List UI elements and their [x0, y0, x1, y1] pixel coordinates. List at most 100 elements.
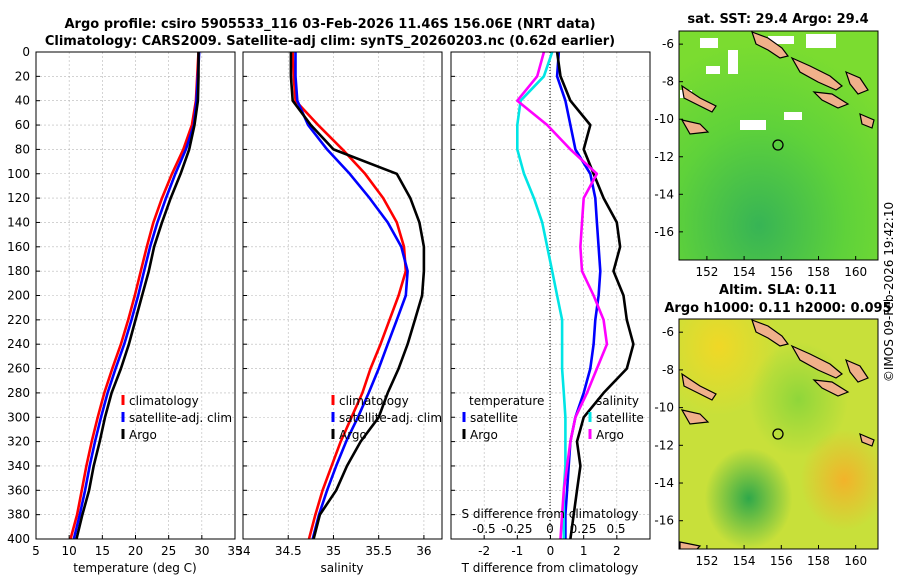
x-tick-label: 35	[227, 544, 242, 558]
imos-credit: ©IMOS 09-Feb-2026 19:42:10	[882, 202, 896, 382]
legend-temperature-header: temperature	[469, 394, 544, 408]
legend-label-climatology: climatology	[339, 394, 409, 408]
sla-map-title-2: Argo h1000: 0.11 h2000: 0.095	[664, 301, 891, 316]
x-tick-label: 25	[161, 544, 176, 558]
legend-label-satellite: satellite-adj. clim	[129, 411, 232, 425]
sst-map-title: sat. SST: 29.4 Argo: 29.4	[687, 12, 868, 27]
x-tick-label: -1	[511, 544, 523, 558]
figure-title-line-2: Climatology: CARS2009. Satellite-adj cli…	[45, 34, 615, 49]
y-tick-label: 360	[7, 483, 30, 497]
y-tick-label: 280	[7, 386, 30, 400]
x-tick-label: 10	[62, 544, 77, 558]
sla-map-panel: Altim. SLA: 0.11 Argo h1000: 0.11 h2000:…	[654, 283, 891, 568]
map-x-tick-label: 154	[733, 554, 756, 568]
sla-argo-marker	[772, 428, 784, 440]
y-tick-label: 400	[7, 532, 30, 546]
x-tick-label: 15	[95, 544, 110, 558]
sst-map-frame	[678, 30, 879, 261]
map-y-tick-label: -12	[654, 150, 674, 164]
map-x-tick-label: 160	[844, 265, 867, 279]
sst-field	[679, 31, 878, 260]
map-x-tick-label: 152	[695, 265, 718, 279]
y-tick-label: 20	[15, 69, 30, 83]
difference-legend-temperature: temperature satellite Argo	[462, 394, 544, 442]
figure-title-line-1: Argo profile: csiro 5905533_116 03-Feb-2…	[64, 17, 595, 32]
series-line-argo	[289, 52, 426, 540]
x-tick-label: -2	[478, 544, 490, 558]
map-x-tick-label: 156	[770, 554, 793, 568]
x-tick-label: 34.5	[275, 544, 302, 558]
x-tick-label: 30	[194, 544, 209, 558]
series-line-salinity-satellite	[515, 51, 567, 539]
sla-map-frame	[678, 318, 879, 550]
legend-label-argo: Argo	[339, 428, 367, 442]
y-tick-label: 220	[7, 313, 30, 327]
y-tick-label: 40	[15, 94, 30, 108]
legend-label-t-argo: Argo	[470, 428, 498, 442]
difference-panel: -2 -1 0 1 2 S difference from climatology -0…	[450, 51, 651, 575]
legend-label-satellite: satellite-adj. clim	[339, 411, 442, 425]
y-tick-label: 0	[22, 45, 30, 59]
salinity-panel: 34 34.5 35 35.5 36 salinity climatology sate…	[235, 51, 443, 575]
map-x-tick-label: 156	[770, 265, 793, 279]
map-y-tick-label: -16	[654, 514, 674, 528]
y-tick-label: 60	[15, 118, 30, 132]
y-tick-label: 340	[7, 459, 30, 473]
s-difference-tick-label: 0.5	[606, 522, 625, 536]
x-tick-label: 0	[547, 544, 555, 558]
legend-label-s-satellite: satellite	[596, 411, 644, 425]
map-y-tick-label: -10	[654, 112, 674, 126]
salinity-legend: climatology satellite-adj. clim Argo	[331, 394, 442, 442]
y-tick-label: 120	[7, 191, 30, 205]
x-tick-label: 1	[580, 544, 588, 558]
x-tick-label: 34	[235, 544, 250, 558]
s-difference-tick-label: 0.25	[570, 522, 597, 536]
sst-argo-marker	[772, 139, 784, 151]
y-tick-label: 300	[7, 410, 30, 424]
legend-label-s-argo: Argo	[596, 428, 624, 442]
y-tick-label: 100	[7, 167, 30, 181]
legend-salinity-header: salinity	[596, 394, 639, 408]
map-y-tick-label: -14	[654, 187, 674, 201]
series-line-climatology	[69, 51, 200, 540]
sla-coastline	[679, 319, 875, 549]
map-y-tick-label: -6	[662, 325, 674, 339]
temperature-legend: climatology satellite-adj. clim Argo	[121, 394, 232, 442]
map-y-tick-label: -8	[662, 75, 674, 89]
x-tick-label: 35	[326, 544, 341, 558]
x-tick-label: 5	[32, 544, 40, 558]
series-line-satellite-adj-clim	[72, 51, 201, 540]
s-difference-tick-label: 0	[546, 522, 554, 536]
y-tick-label: 80	[15, 142, 30, 156]
x-tick-label: 20	[128, 544, 143, 558]
map-x-tick-label: 158	[807, 265, 830, 279]
map-x-tick-label: 160	[844, 554, 867, 568]
y-tick-label: 380	[7, 508, 30, 522]
map-x-tick-label: 158	[807, 554, 830, 568]
y-tick-label: 320	[7, 435, 30, 449]
map-x-tick-label: 152	[695, 554, 718, 568]
y-tick-label: 140	[7, 215, 30, 229]
s-difference-tick-label: -0.5	[472, 522, 495, 536]
series-line-salinity-argo	[515, 51, 609, 540]
y-tick-label: 180	[7, 264, 30, 278]
sst-coastline	[680, 31, 875, 135]
x-tick-label: 35.5	[365, 544, 392, 558]
salinity-xlabel: salinity	[320, 561, 363, 575]
map-y-tick-label: -8	[662, 363, 674, 377]
temperature-xlabel: temperature (deg C)	[73, 561, 196, 575]
y-tick-label: 160	[7, 240, 30, 254]
y-tick-label: 260	[7, 362, 30, 376]
series-line-temperature-argo	[555, 51, 635, 540]
difference-legend-salinity: salinity satellite Argo	[588, 394, 644, 442]
legend-label-t-satellite: satellite	[470, 411, 518, 425]
s-difference-label: S difference from climatology	[462, 507, 639, 521]
sst-map-panel: sat. SST: 29.4 Argo: 29.4	[654, 12, 879, 279]
map-y-tick-label: -6	[662, 37, 674, 51]
y-tick-label: 240	[7, 337, 30, 351]
series-line-argo	[75, 52, 200, 540]
map-x-tick-label: 154	[733, 265, 756, 279]
x-tick-label: 36	[416, 544, 431, 558]
sla-map-title-1: Altim. SLA: 0.11	[719, 283, 837, 298]
